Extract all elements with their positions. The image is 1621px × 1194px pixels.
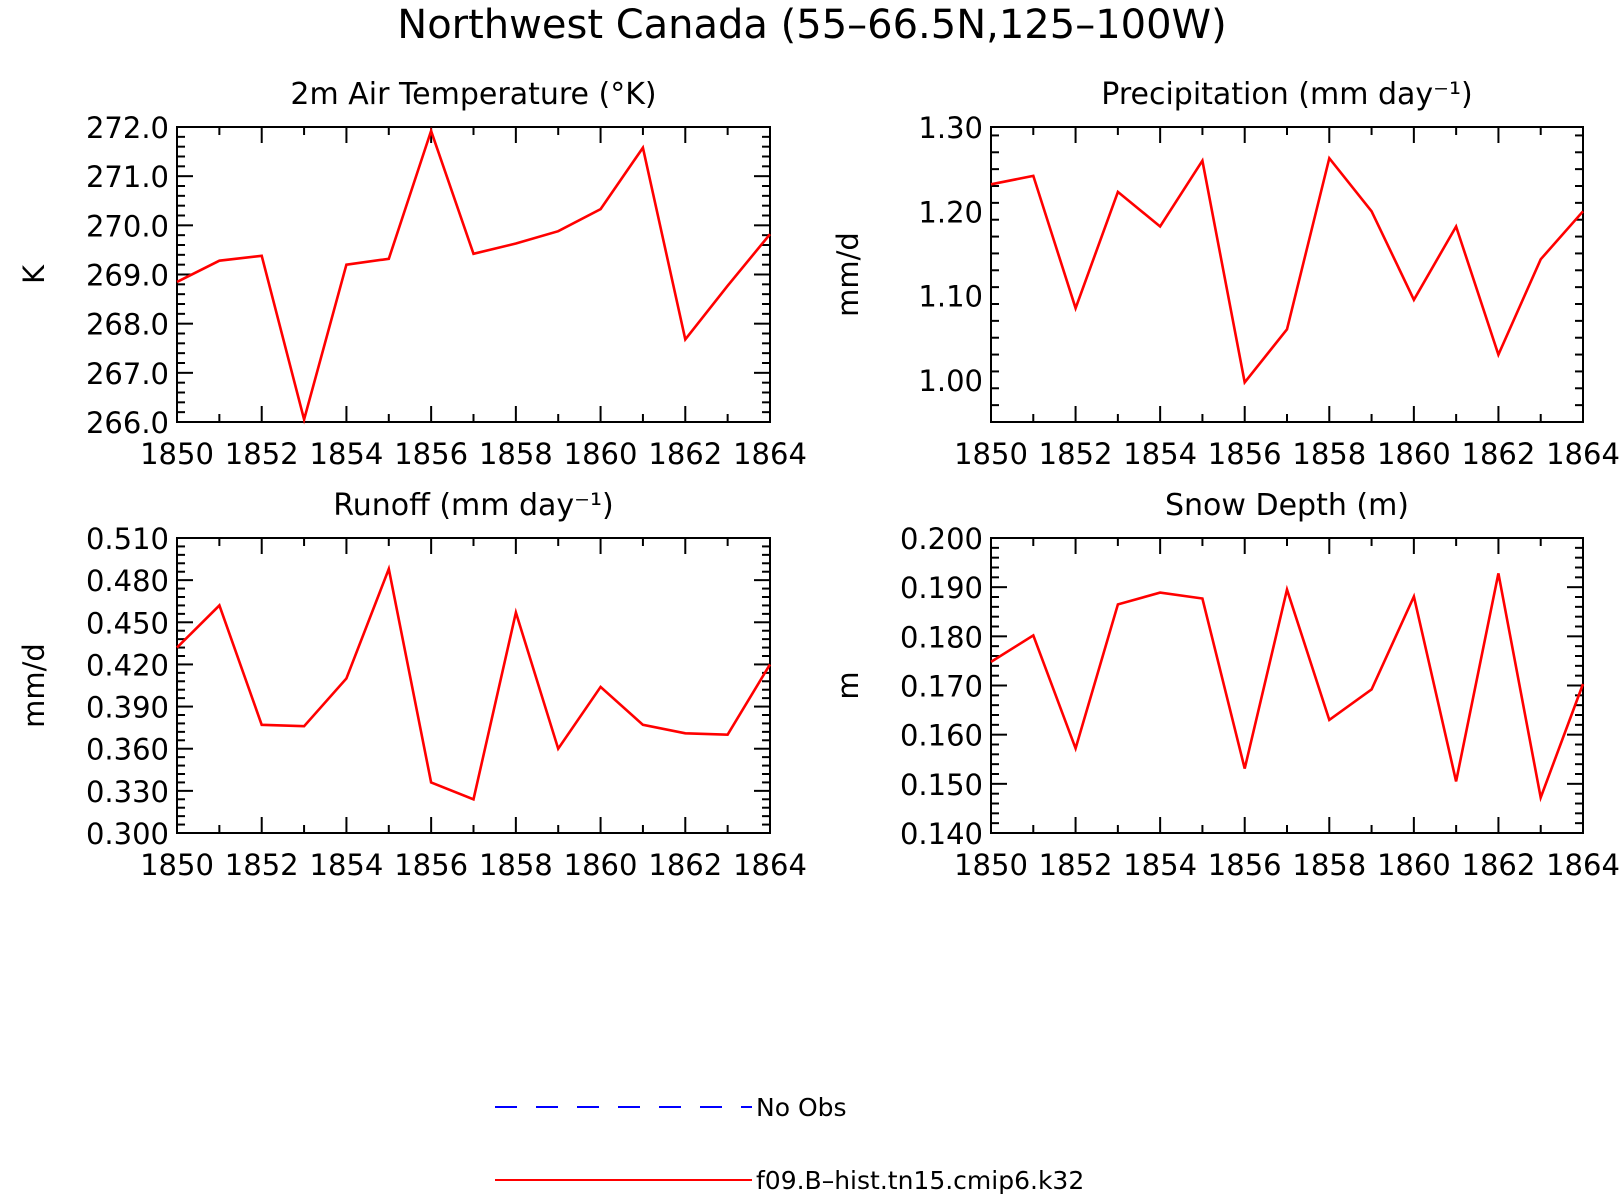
y-tick-label: 0.140	[900, 817, 983, 851]
panel-title: 2m Air Temperature (°K)	[290, 77, 656, 112]
x-tick-label: 1854	[310, 437, 384, 471]
series-line	[176, 564, 772, 802]
y-tick-label: 0.480	[86, 564, 169, 598]
x-tick-label: 1862	[648, 437, 722, 471]
x-tick-label: 1860	[1377, 437, 1451, 471]
x-tick-label: 1856	[1208, 848, 1282, 882]
y-tick-label: 1.30	[918, 111, 983, 145]
x-tick-label: 1862	[648, 848, 722, 882]
plot-frame	[176, 537, 771, 834]
y-tick-label: 0.330	[86, 775, 169, 809]
x-tick-label: 1862	[1462, 848, 1536, 882]
x-tick-label: 1850	[954, 848, 1028, 882]
x-tick-label: 1850	[140, 437, 214, 471]
y-tick-label: 0.390	[86, 691, 169, 725]
y-tick-label: 0.190	[900, 571, 983, 605]
x-tick-label: 1860	[1377, 848, 1451, 882]
y-axis-label: K	[17, 264, 51, 284]
series-line	[990, 573, 1585, 803]
y-tick-label: 0.160	[900, 719, 983, 753]
x-tick-label: 1854	[310, 848, 384, 882]
chart-panel-1: 2m Air Temperature (°K) 1850 1852 1854 1856 1…	[17, 77, 807, 471]
y-axis-label: mm/d	[17, 643, 51, 728]
x-tick-label: 1852	[1039, 437, 1113, 471]
y-tick-label: 0.200	[900, 522, 983, 556]
x-tick-label: 1864	[733, 437, 807, 471]
x-tick-label: 1856	[1208, 437, 1282, 471]
y-tick-label: 266.0	[86, 406, 169, 440]
legend-label: f09.B–hist.tn15.cmip6.k32	[756, 1166, 1084, 1194]
x-tick-label: 1858	[1292, 848, 1366, 882]
x-tick-label: 1856	[394, 848, 468, 882]
y-tick-label: 1.00	[918, 364, 983, 398]
figure-title: Northwest Canada (55–66.5N,125–100W)	[397, 2, 1226, 48]
y-tick-label: 267.0	[86, 357, 169, 391]
x-tick-label: 1862	[1462, 437, 1536, 471]
y-tick-label: 270.0	[86, 209, 169, 243]
y-tick-label: 0.360	[86, 733, 169, 767]
x-tick-label: 1850	[954, 437, 1028, 471]
x-tick-label: 1864	[1546, 848, 1620, 882]
plot-frame	[990, 537, 1584, 834]
x-tick-label: 1852	[225, 437, 299, 471]
x-tick-label: 1858	[1292, 437, 1366, 471]
y-tick-label: 1.20	[918, 195, 983, 229]
y-tick-label: 269.0	[86, 259, 169, 293]
y-tick-label: 1.10	[918, 280, 983, 314]
y-tick-label: 268.0	[86, 308, 169, 342]
y-tick-label: 0.150	[900, 768, 983, 802]
chart-panel-4: Snow Depth (m) 1850 1852 1854 1856 1858 1860 18…	[831, 488, 1620, 882]
legend: No Obs f09.B–hist.tn15.cmip6.k32	[495, 1093, 1084, 1194]
y-tick-label: 272.0	[86, 111, 169, 145]
y-tick-label: 0.450	[86, 606, 169, 640]
x-tick-label: 1860	[564, 437, 638, 471]
y-tick-label: 0.170	[900, 670, 983, 704]
legend-label: No Obs	[756, 1093, 847, 1122]
x-tick-label: 1854	[1123, 848, 1197, 882]
x-tick-label: 1864	[1546, 437, 1620, 471]
x-tick-label: 1852	[225, 848, 299, 882]
x-tick-label: 1860	[564, 848, 638, 882]
y-tick-label: 0.420	[86, 648, 169, 682]
chart-panels: 2m Air Temperature (°K) 1850 1852 1854 1856 1…	[17, 77, 1620, 882]
y-tick-label: 0.180	[900, 620, 983, 654]
x-tick-label: 1864	[733, 848, 807, 882]
chart-panel-2: Precipitation (mm day⁻¹) 1850 1852 1854 1856…	[831, 77, 1620, 471]
panel-title: Snow Depth (m)	[1165, 488, 1409, 523]
plot-frame	[990, 126, 1584, 423]
panel-title: Runoff (mm day⁻¹)	[333, 488, 614, 523]
chart-panel-3: Runoff (mm day⁻¹) 1850 1852 1854 1856 1858 186…	[17, 488, 807, 882]
y-tick-label: 271.0	[86, 160, 169, 194]
y-tick-label: 0.510	[86, 522, 169, 556]
x-tick-label: 1850	[140, 848, 214, 882]
x-tick-label: 1856	[394, 437, 468, 471]
series-line	[990, 155, 1584, 386]
series-line	[176, 126, 772, 425]
y-tick-label: 0.300	[86, 817, 169, 851]
y-axis-label: mm/d	[831, 232, 865, 317]
x-tick-label: 1854	[1123, 437, 1197, 471]
y-axis-label: m	[831, 671, 865, 699]
x-tick-label: 1858	[479, 437, 553, 471]
panel-title: Precipitation (mm day⁻¹)	[1101, 77, 1472, 112]
x-tick-label: 1858	[479, 848, 553, 882]
x-tick-label: 1852	[1039, 848, 1113, 882]
